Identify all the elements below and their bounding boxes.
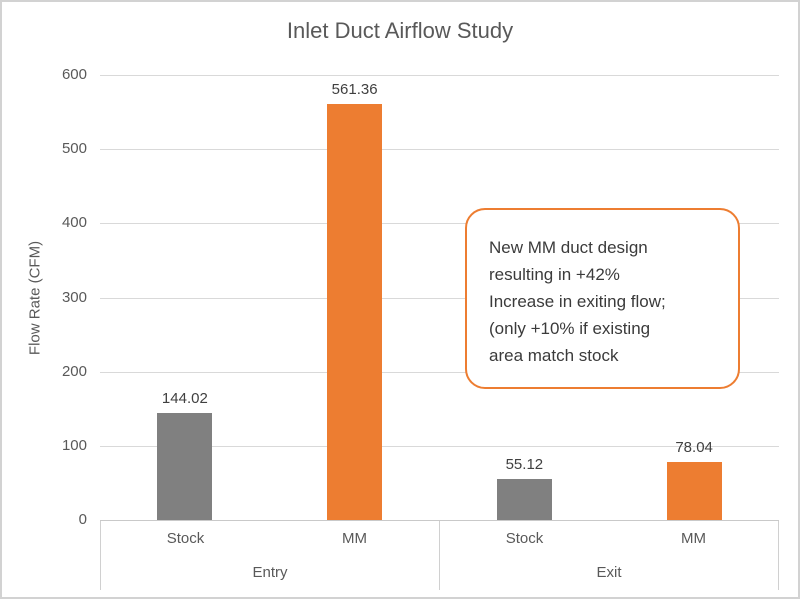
annotation-callout: New MM duct design resulting in +42% Inc…	[465, 208, 740, 389]
category-axis: Stock MM Entry Stock MM Exit	[100, 521, 779, 590]
gridline-500	[100, 149, 779, 151]
category-group-entry: Stock MM Entry	[101, 521, 439, 590]
plot-area: 144.02 561.36 55.12 78.04	[100, 75, 779, 521]
gridline-200	[100, 371, 779, 373]
y-tick-label-500: 500	[61, 140, 87, 158]
y-tick-label-100: 100	[61, 436, 87, 454]
group-label-exit: Exit	[596, 564, 622, 582]
category-row: Stock MM	[101, 521, 439, 556]
chart-title: Inlet Duct Airflow Study	[286, 18, 514, 43]
bar-value-label-exit-stock: 55.12	[505, 456, 544, 474]
gridline-400	[100, 223, 779, 225]
bar-value-label-exit-mm: 78.04	[675, 439, 713, 457]
category-label-mm: MM	[681, 529, 706, 547]
category-row: Stock MM	[440, 521, 778, 556]
y-tick-label-200: 200	[61, 362, 87, 380]
y-tick-label-300: 300	[61, 288, 87, 306]
bar-entry-mm	[327, 103, 383, 520]
gridline-300	[100, 297, 779, 299]
y-axis-ticks: 0 100 200 300 400 500 600	[2, 66, 87, 528]
category-label-stock: Stock	[166, 529, 205, 547]
bar-entry-stock	[157, 413, 213, 520]
category-group-exit: Stock MM Exit	[439, 521, 778, 590]
gridline-100	[100, 445, 779, 447]
category-label-mm: MM	[342, 529, 367, 547]
category-label-stock: Stock	[505, 529, 544, 547]
y-tick-label-0: 0	[78, 511, 87, 528]
y-tick-label-600: 600	[61, 66, 87, 83]
bar-value-label-entry-mm: 561.36	[331, 80, 378, 98]
bar-exit-stock	[496, 479, 552, 520]
group-label-entry: Entry	[252, 564, 288, 582]
bar-value-label-entry-stock: 144.02	[161, 390, 208, 408]
gridline-600	[100, 75, 779, 76]
y-tick-label-400: 400	[61, 214, 87, 232]
bar-exit-mm	[666, 462, 722, 520]
